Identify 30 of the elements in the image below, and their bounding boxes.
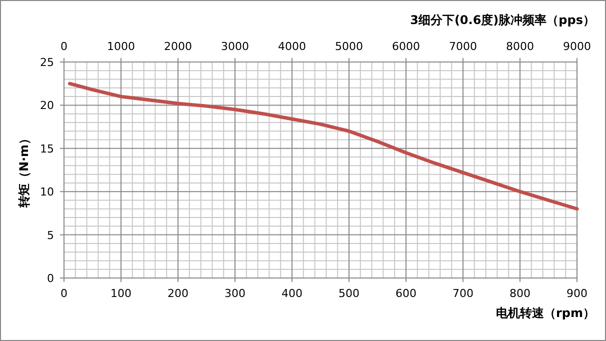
- x2-tick-label: 1000: [107, 40, 135, 53]
- x2-tick-label: 8000: [506, 40, 534, 53]
- x-tick-label: 800: [510, 287, 530, 300]
- y-tick-label: 0: [47, 272, 54, 285]
- x2-axis-title: 3细分下(0.6度)脉冲频率（pps）: [410, 13, 595, 27]
- y-tick-label: 10: [40, 186, 54, 199]
- x-axis-title: 电机转速（rpm）: [496, 306, 595, 320]
- x2-tick-label: 2000: [164, 40, 192, 53]
- x-tick-label: 300: [224, 287, 246, 300]
- x-tick-label: 400: [282, 287, 302, 300]
- line-series: [68, 82, 579, 211]
- x2-tick-label: 9000: [563, 40, 591, 53]
- x-tick-label: 600: [396, 287, 416, 300]
- x-tick-label: 700: [452, 287, 474, 300]
- x-tick-label: 900: [566, 287, 588, 300]
- x2-tick-label: 0: [60, 40, 68, 53]
- x2-tick-label: 7000: [449, 40, 477, 53]
- y-axis-title: 转矩（N·m）: [17, 132, 31, 209]
- y-tick-label: 15: [40, 142, 54, 156]
- x2-tick-label: 3000: [221, 40, 249, 53]
- x-tick-label: 0: [60, 287, 68, 300]
- x-tick-label: 500: [338, 287, 360, 300]
- x-tick-label: 200: [168, 287, 188, 300]
- y-tick-label: 20: [40, 99, 54, 112]
- x2-tick-label: 6000: [392, 40, 420, 53]
- x-tick-label: 100: [110, 287, 132, 300]
- y-tick-label: 5: [47, 228, 54, 242]
- x2-tick-label: 4000: [278, 40, 306, 53]
- x2-tick-label: 5000: [335, 40, 363, 53]
- y-tick-label: 25: [40, 56, 54, 69]
